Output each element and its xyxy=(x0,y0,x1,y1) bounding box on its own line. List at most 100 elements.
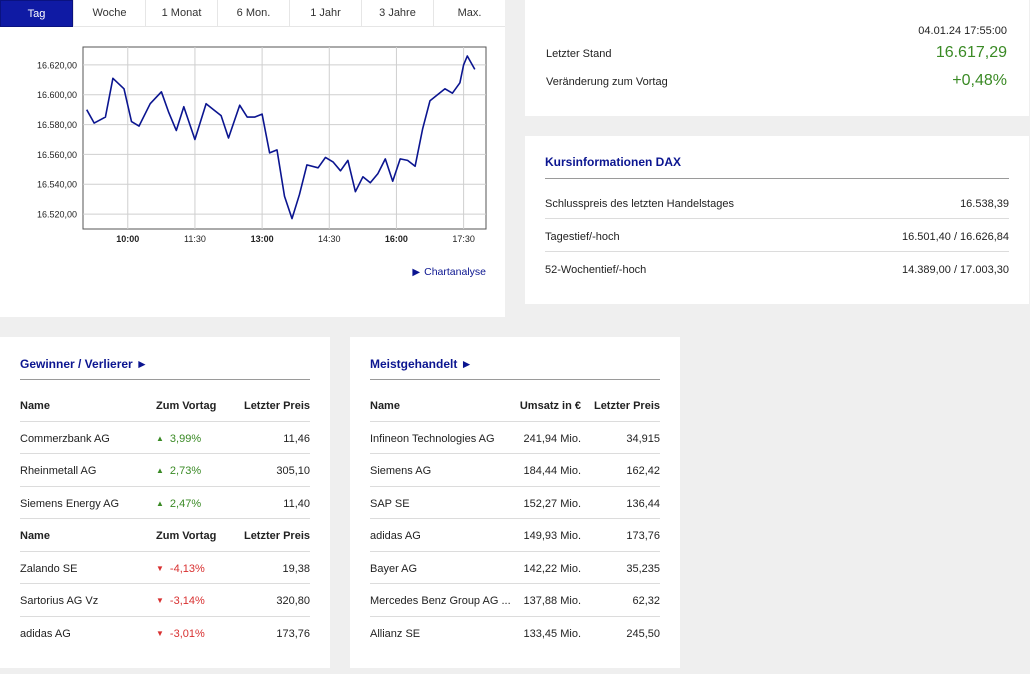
price-cell: 11,46 xyxy=(283,432,310,445)
y-tick-label: 16.620,00 xyxy=(37,60,77,70)
gainers-losers-title-link[interactable]: Gewinner / Verlierer ► xyxy=(20,357,148,371)
quote-panel: 04.01.24 17:55:00 Letzter Stand 16.617,2… xyxy=(525,0,1029,116)
tab-week[interactable]: Woche xyxy=(73,0,145,27)
stock-name[interactable]: adidas AG xyxy=(20,627,71,640)
price-cell: 173,76 xyxy=(276,627,310,640)
change-cell: ▼ -4,13% xyxy=(156,562,205,575)
down-arrow-icon: ▼ xyxy=(156,596,164,605)
up-arrow-icon: ▲ xyxy=(156,466,164,475)
table-row[interactable]: SAP SE 152,27 Mio. 136,44 xyxy=(370,487,660,519)
col-change-header: Zum Vortag xyxy=(156,400,217,412)
info-label: 52-Wochentief/-hoch xyxy=(545,264,647,276)
y-tick-label: 16.580,00 xyxy=(37,120,77,130)
col-name-header: Name xyxy=(20,530,50,542)
quote-timestamp: 04.01.24 17:55:00 xyxy=(918,25,1007,37)
price-cell: 305,10 xyxy=(276,465,310,477)
table-row[interactable]: Siemens AG 184,44 Mio. 162,42 xyxy=(370,454,660,487)
stock-name[interactable]: Zalando SE xyxy=(20,562,78,575)
tab-max[interactable]: Max. xyxy=(433,0,505,27)
info-row: Schlusspreis des letzten Handelstages 16… xyxy=(545,187,1009,219)
tab-3-years[interactable]: 3 Jahre xyxy=(361,0,433,27)
table-row[interactable]: Zalando SE ▼ -4,13% 19,38 xyxy=(20,552,310,584)
volume-cell: 152,27 Mio. xyxy=(523,497,581,510)
price-cell: 62,32 xyxy=(632,595,660,607)
col-volume-header: Umsatz in € xyxy=(519,400,581,412)
table-row[interactable]: Sartorius AG Vz ▼ -3,14% 320,80 xyxy=(20,584,310,617)
price-cell: 320,80 xyxy=(276,595,310,607)
volume-cell: 133,45 Mio. xyxy=(523,627,581,640)
last-price-value: 16.617,29 xyxy=(935,44,1007,61)
x-tick-label: 13:00 xyxy=(251,234,274,244)
price-cell: 34,915 xyxy=(626,432,660,445)
table-row[interactable]: adidas AG 149,93 Mio. 173,76 xyxy=(370,519,660,552)
info-label: Tagestief/-hoch xyxy=(545,231,620,243)
change-cell: ▼ -3,01% xyxy=(156,627,205,640)
gainers-losers-panel: Gewinner / Verlierer ► Name Zum Vortag L… xyxy=(0,337,330,668)
table-row[interactable]: Allianz SE 133,45 Mio. 245,50 xyxy=(370,617,660,650)
tab-6-months[interactable]: 6 Mon. xyxy=(217,0,289,27)
col-price-header: Letzter Preis xyxy=(243,530,310,542)
y-tick-label: 16.560,00 xyxy=(37,150,77,160)
volume-cell: 241,94 Mio. xyxy=(523,432,581,445)
divider xyxy=(20,379,310,380)
table-row[interactable]: Rheinmetall AG ▲ 2,73% 305,10 xyxy=(20,454,310,487)
x-tick-label: 16:00 xyxy=(385,234,408,244)
col-name-header: Name xyxy=(20,400,50,412)
stock-name[interactable]: Mercedes Benz Group AG ... xyxy=(370,595,511,607)
table-row[interactable]: Bayer AG 142,22 Mio. 35,235 xyxy=(370,552,660,584)
stock-name[interactable]: Siemens Energy AG xyxy=(20,497,120,510)
price-info-panel: Kursinformationen DAX Schlusspreis des l… xyxy=(525,136,1029,304)
stock-name[interactable]: Siemens AG xyxy=(370,465,432,477)
chart-analysis-link[interactable]: ▶ Chartanalyse xyxy=(412,266,486,278)
stock-name[interactable]: Allianz SE xyxy=(370,627,421,640)
volume-cell: 142,22 Mio. xyxy=(523,562,581,575)
chart-panel: Tag Woche 1 Monat 6 Mon. 1 Jahr 3 Jahre … xyxy=(0,0,505,317)
change-cell: ▲ 2,47% xyxy=(156,497,202,510)
table-row[interactable]: adidas AG ▼ -3,01% 173,76 xyxy=(20,617,310,650)
stock-name[interactable]: Commerzbank AG xyxy=(20,432,110,445)
info-value: 16.538,39 xyxy=(960,198,1009,210)
stock-name[interactable]: Infineon Technologies AG xyxy=(370,432,495,445)
stock-name[interactable]: Bayer AG xyxy=(370,562,418,575)
tab-1-year[interactable]: 1 Jahr xyxy=(289,0,361,27)
down-arrow-icon: ▼ xyxy=(156,628,164,638)
table-row[interactable]: Siemens Energy AG ▲ 2,47% 11,40 xyxy=(20,487,310,519)
price-cell: 19,38 xyxy=(282,562,310,575)
y-tick-label: 16.540,00 xyxy=(37,180,77,190)
price-cell: 35,235 xyxy=(626,562,660,575)
play-icon: ▶ xyxy=(412,267,421,278)
stock-name[interactable]: Rheinmetall AG xyxy=(20,465,97,477)
price-cell: 11,40 xyxy=(283,497,310,510)
change-value: +0,48% xyxy=(952,72,1007,89)
stock-name[interactable]: Sartorius AG Vz xyxy=(20,595,99,607)
most-traded-panel: Meistgehandelt ► Name Umsatz in € Letzte… xyxy=(350,337,680,668)
volume-cell: 137,88 Mio. xyxy=(523,595,581,607)
col-price-header: Letzter Preis xyxy=(243,400,310,412)
info-value: 16.501,40 / 16.626,84 xyxy=(901,231,1009,243)
last-price-label: Letzter Stand xyxy=(546,48,612,60)
stock-name[interactable]: adidas AG xyxy=(370,530,421,542)
stock-name[interactable]: SAP SE xyxy=(370,497,410,510)
y-tick-label: 16.520,00 xyxy=(37,210,77,220)
table-header: Name Zum Vortag Letzter Preis xyxy=(20,519,310,552)
tab-1-month[interactable]: 1 Monat xyxy=(145,0,217,27)
col-name-header: Name xyxy=(370,400,400,412)
info-label: Schlusspreis des letzten Handelstages xyxy=(545,198,734,210)
info-row: 52-Wochentief/-hoch 14.389,00 / 17.003,3… xyxy=(545,253,1009,285)
up-arrow-icon: ▲ xyxy=(156,433,164,443)
table-header: Name Zum Vortag Letzter Preis xyxy=(20,389,310,422)
table-row[interactable]: Commerzbank AG ▲ 3,99% 11,46 xyxy=(20,422,310,454)
change-cell: ▼ -3,14% xyxy=(156,595,205,607)
table-row[interactable]: Infineon Technologies AG 241,94 Mio. 34,… xyxy=(370,422,660,454)
price-cell: 162,42 xyxy=(626,465,660,477)
most-traded-title-link[interactable]: Meistgehandelt ► xyxy=(370,357,473,371)
col-change-header: Zum Vortag xyxy=(156,530,217,542)
divider xyxy=(545,178,1009,179)
x-tick-label: 11:30 xyxy=(184,234,206,244)
x-tick-label: 14:30 xyxy=(318,234,341,244)
col-price-header: Letzter Preis xyxy=(593,400,660,412)
x-tick-label: 10:00 xyxy=(116,234,139,244)
tab-day[interactable]: Tag xyxy=(0,0,73,27)
info-title: Kursinformationen DAX xyxy=(545,155,682,169)
table-row[interactable]: Mercedes Benz Group AG ... 137,88 Mio. 6… xyxy=(370,584,660,617)
